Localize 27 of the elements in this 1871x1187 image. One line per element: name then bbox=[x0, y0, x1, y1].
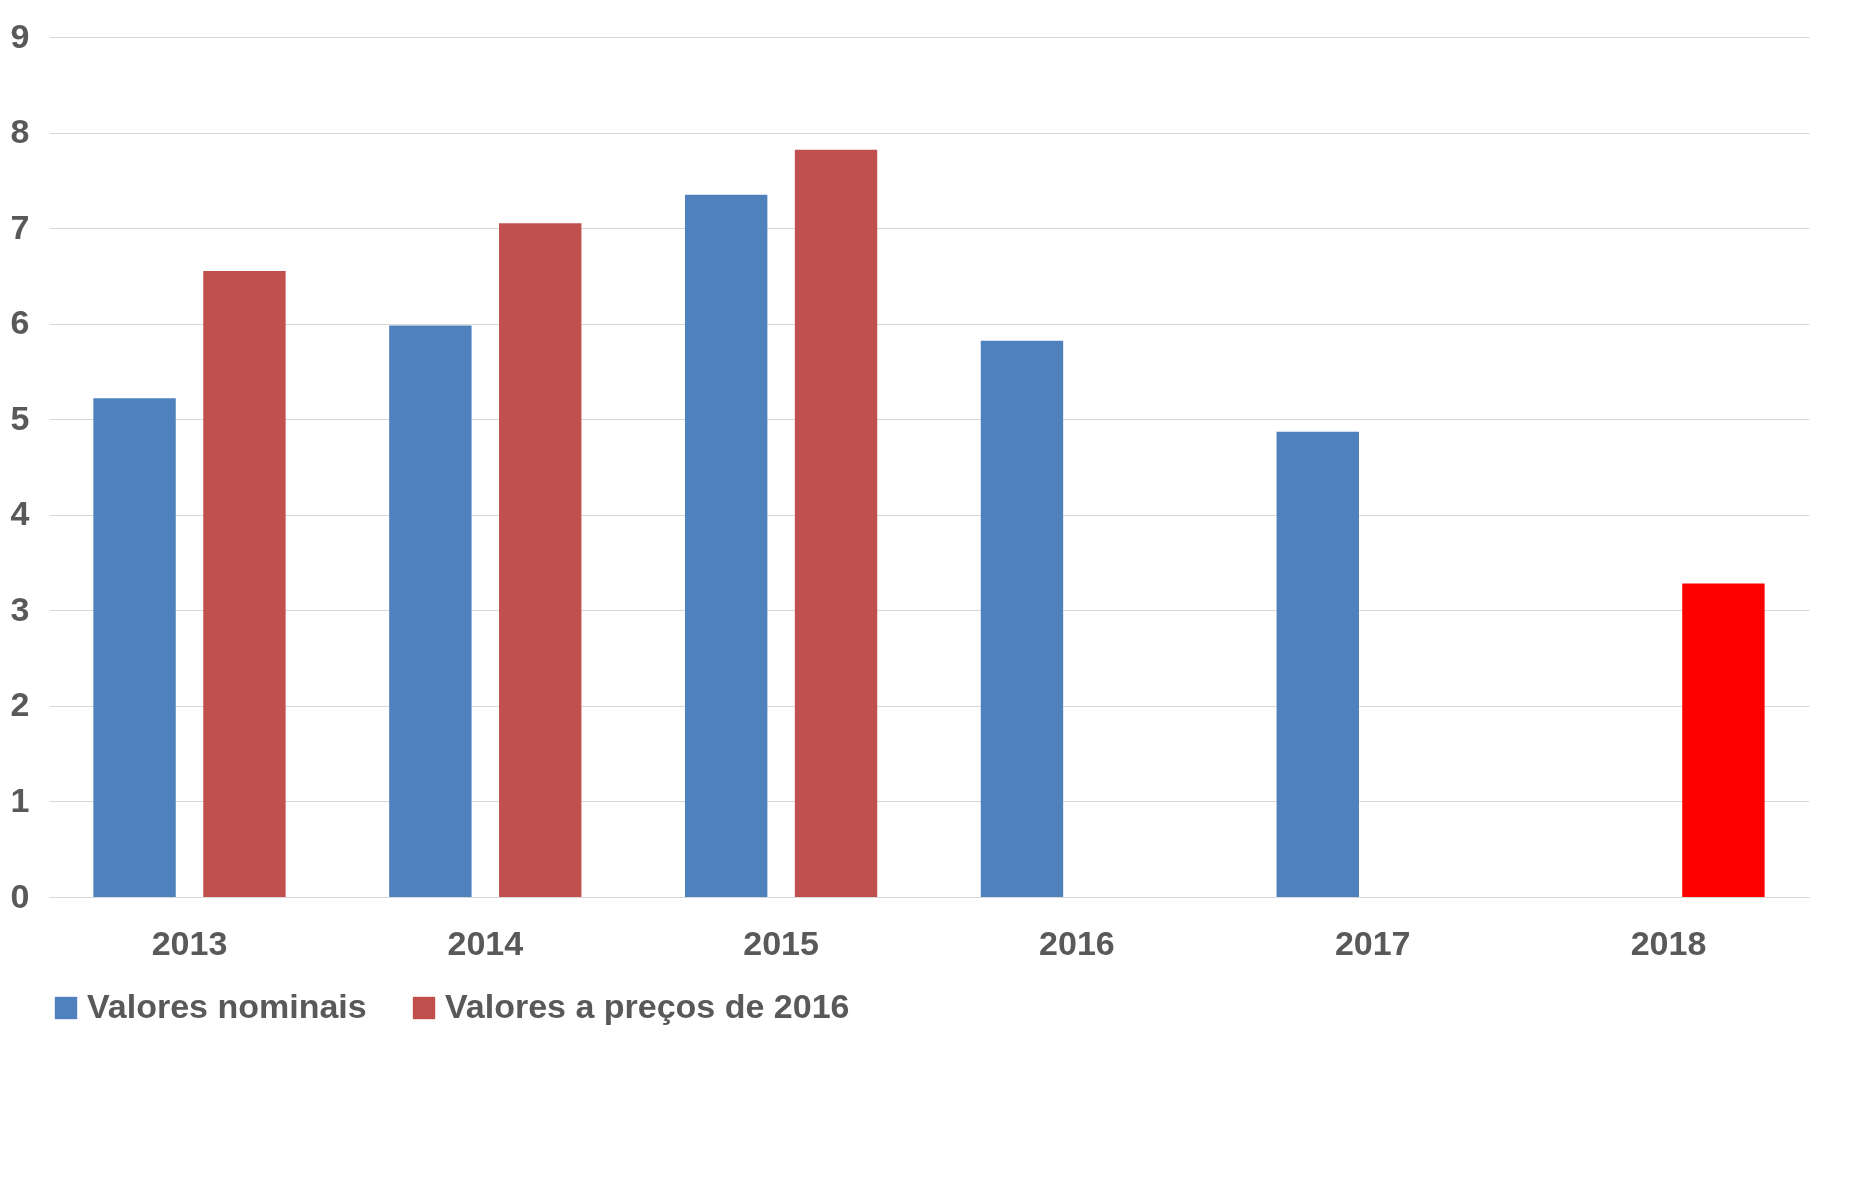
y-tick-label: 5 bbox=[10, 398, 30, 437]
bar bbox=[1682, 583, 1765, 897]
bar bbox=[980, 340, 1064, 897]
bar bbox=[203, 271, 286, 897]
x-tick-label: 2014 bbox=[447, 923, 524, 962]
legend-label: Valores a preços de 2016 bbox=[445, 987, 850, 1025]
y-tick-label: 1 bbox=[10, 780, 30, 819]
bar bbox=[93, 398, 176, 897]
x-tick-label: 2016 bbox=[1039, 923, 1115, 962]
x-tick-label: 2018 bbox=[1630, 923, 1707, 962]
x-tick-label: 2017 bbox=[1334, 923, 1411, 962]
bar bbox=[499, 223, 582, 897]
y-tick-label: 0 bbox=[10, 876, 30, 915]
y-tick-label: 2 bbox=[10, 685, 30, 724]
y-tick-label: 7 bbox=[10, 207, 30, 246]
x-tick-label: 2015 bbox=[743, 923, 819, 962]
y-tick-label: 9 bbox=[10, 16, 30, 55]
legend-label: Valores nominais bbox=[87, 987, 367, 1025]
bar bbox=[389, 325, 472, 897]
y-tick-label: 4 bbox=[10, 494, 30, 533]
x-tick-label: 2013 bbox=[151, 923, 228, 962]
bar bbox=[1276, 431, 1359, 897]
bar bbox=[794, 149, 878, 897]
bar bbox=[684, 194, 768, 897]
y-tick-label: 6 bbox=[10, 303, 30, 342]
y-tick-label: 3 bbox=[10, 589, 30, 628]
y-tick-label: 8 bbox=[10, 112, 30, 151]
